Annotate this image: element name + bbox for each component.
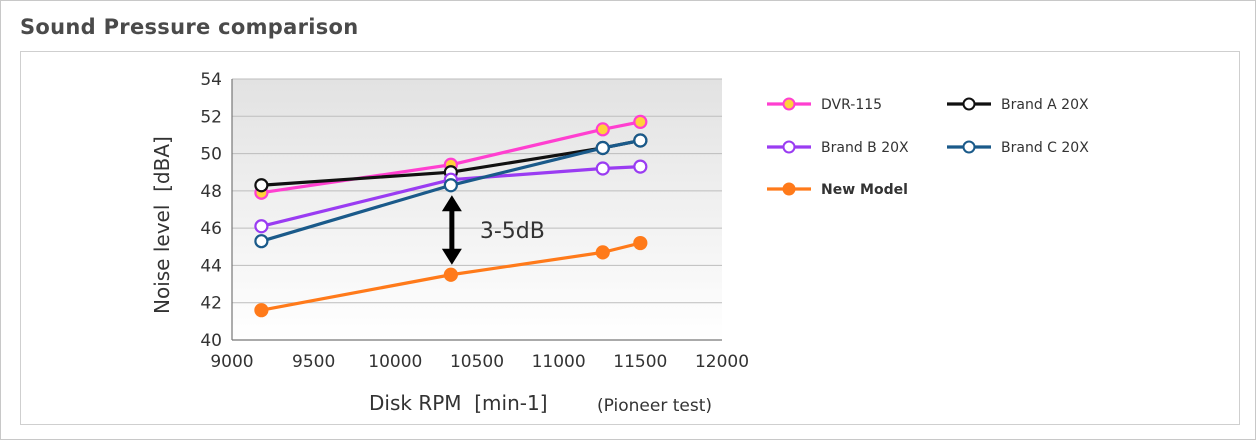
data-point-brand-c-20x-3 [633,133,648,148]
y-tick-label-54: 54 [200,70,222,90]
y-tick-label-44: 44 [200,256,222,276]
series-line-brand-b-20x [261,165,641,228]
data-point-new-model-2 [595,245,610,260]
data-point-brand-c-20x-2 [595,140,610,156]
legend-swatch-marker-brand-a-20x [962,97,976,111]
data-point-brand-a-20x-0 [254,178,269,193]
y-tick-label-40: 40 [200,331,222,351]
difference-arrow-head-down [441,248,462,265]
data-point-dvr-115-2 [595,122,610,137]
chart-panel: 40 42 44 46 48 50 52 54 9000 9500 10000 10500 11000 1… [20,51,1240,425]
legend-label-new-model: New Model [821,182,908,198]
data-point-dvr-115-3 [633,114,648,129]
x-axis-label: Disk RPM [min-1] [369,391,548,415]
legend-swatch-marker-brand-c-20x [962,140,976,154]
y-tick-label-48: 48 [200,182,222,202]
y-tick-label-50: 50 [200,145,222,165]
y-tick-label-42: 42 [200,294,222,314]
data-point-brand-b-20x-3 [633,159,648,174]
x-axis-note: (Pioneer test) [597,396,712,416]
page-title: Sound Pressure comparison [20,15,359,39]
legend-label-dvr-115: DVR-115 [821,97,882,113]
difference-annotation: 3-5dB [441,195,545,265]
y-tick-label-46: 46 [200,219,222,239]
data-point-new-model-1 [443,267,458,282]
x-tick-label-9500: 9500 [292,352,335,372]
legend-label-brand-a-20x: Brand A 20X [1001,97,1089,113]
legend: DVR-115 Brand A 20X Brand B 20X Brand C 20X… [767,97,1089,198]
legend-swatch-marker-new-model [782,182,796,196]
legend-item-brand-a-20x: Brand A 20X [947,97,1089,113]
legend-swatch-marker-brand-b-20x [782,140,796,154]
series-line-new-model [261,241,641,312]
y-axis-label: Noise level [dBA] [150,136,174,314]
legend-swatch-marker-dvr-115 [782,97,796,111]
x-tick-label-11000: 11000 [532,352,586,372]
series-brand-c-20x [254,133,648,249]
legend-label-brand-c-20x: Brand C 20X [1001,140,1089,156]
series-lines [254,114,648,318]
x-tick-label-12000: 12000 [695,352,749,372]
series-new-model [254,235,648,318]
x-tick-label-10500: 10500 [450,352,504,372]
data-point-brand-c-20x-0 [254,234,269,249]
data-point-new-model-3 [633,235,648,251]
line-chart: 40 42 44 46 48 50 52 54 9000 9500 10000 10500 11000 1… [150,70,1089,416]
axes [231,79,722,341]
data-point-brand-c-20x-1 [443,178,458,193]
legend-item-brand-c-20x: Brand C 20X [947,140,1089,156]
x-tick-label-10000: 10000 [368,352,422,372]
legend-item-dvr-115: DVR-115 [767,97,882,113]
legend-item-new-model: New Model [767,182,908,198]
series-line-brand-c-20x [260,138,641,243]
legend-item-brand-b-20x: Brand B 20X [767,140,909,156]
x-tick-label-9000: 9000 [210,352,253,372]
data-point-brand-b-20x-2 [595,161,610,176]
data-point-new-model-0 [254,303,269,318]
difference-arrow-head-up [441,195,462,212]
difference-label: 3-5dB [480,219,545,244]
data-point-brand-b-20x-0 [254,219,269,234]
legend-label-brand-b-20x: Brand B 20X [821,140,909,156]
axis-labels: Disk RPM [min-1] (Pioneer test) Noise le… [150,136,712,416]
y-tick-label-52: 52 [200,107,222,127]
tick-labels: 40 42 44 46 48 50 52 54 9000 9500 10000 10500 11000 1… [200,70,749,372]
x-tick-label-11500: 11500 [613,352,667,372]
